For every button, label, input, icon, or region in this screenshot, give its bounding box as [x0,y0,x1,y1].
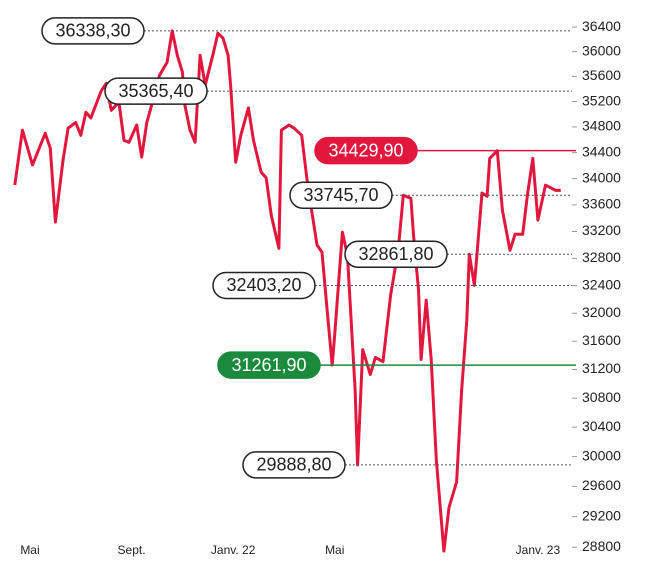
x-tick-label: Janv. 22 [211,543,256,557]
annotation-label: 34429,90 [328,140,403,160]
y-tick-label: 30400 [582,418,621,434]
annotation-label: 32403,20 [226,275,301,295]
price-line [13,29,561,553]
annotation-box [217,351,321,379]
y-tick-label: 33600 [582,196,621,212]
annotation-box [41,17,145,45]
x-tick-label: Janv. 23 [516,543,561,557]
y-tick-label: 34000 [582,169,621,185]
x-tick-label: Mai [20,543,39,557]
y-tick-label: 35200 [582,92,621,108]
y-tick-label: 32800 [582,249,621,265]
y-tick-label: 30000 [582,447,621,463]
annotation-box [212,271,316,300]
y-tick-label: 33200 [582,222,621,238]
annotation-label: 33745,70 [303,185,378,205]
y-tick-label: 34800 [582,118,621,134]
y-tick-label: 35600 [582,67,621,83]
y-tick-label: 32400 [582,276,621,292]
y-tick-label: 29200 [582,507,621,523]
annotation-label: 31261,90 [231,355,306,375]
x-tick-label: Sept. [118,543,146,557]
y-tick-label: 34400 [582,143,621,159]
annotation-box [314,136,418,165]
annotation-box [344,240,448,268]
annotation-label: 35365,40 [118,81,193,101]
y-tick-label: 36000 [582,42,621,58]
y-tick-label: 32000 [582,304,621,320]
annotation-box [289,181,393,210]
annotation-label: 29888,80 [256,455,331,475]
y-tick-label: 31600 [582,332,621,348]
y-tick-label: 28800 [582,538,621,554]
annotation-box [242,451,346,479]
annotation-label: 36338,30 [55,21,130,41]
y-tick-label: 31200 [582,360,621,376]
y-tick-label: 36400 [582,18,621,34]
annotation-label: 32861,80 [358,244,433,264]
annotation-box [104,77,208,105]
x-tick-label: Mai [325,543,344,557]
y-tick-label: 29600 [582,477,621,493]
y-tick-label: 30800 [582,389,621,405]
